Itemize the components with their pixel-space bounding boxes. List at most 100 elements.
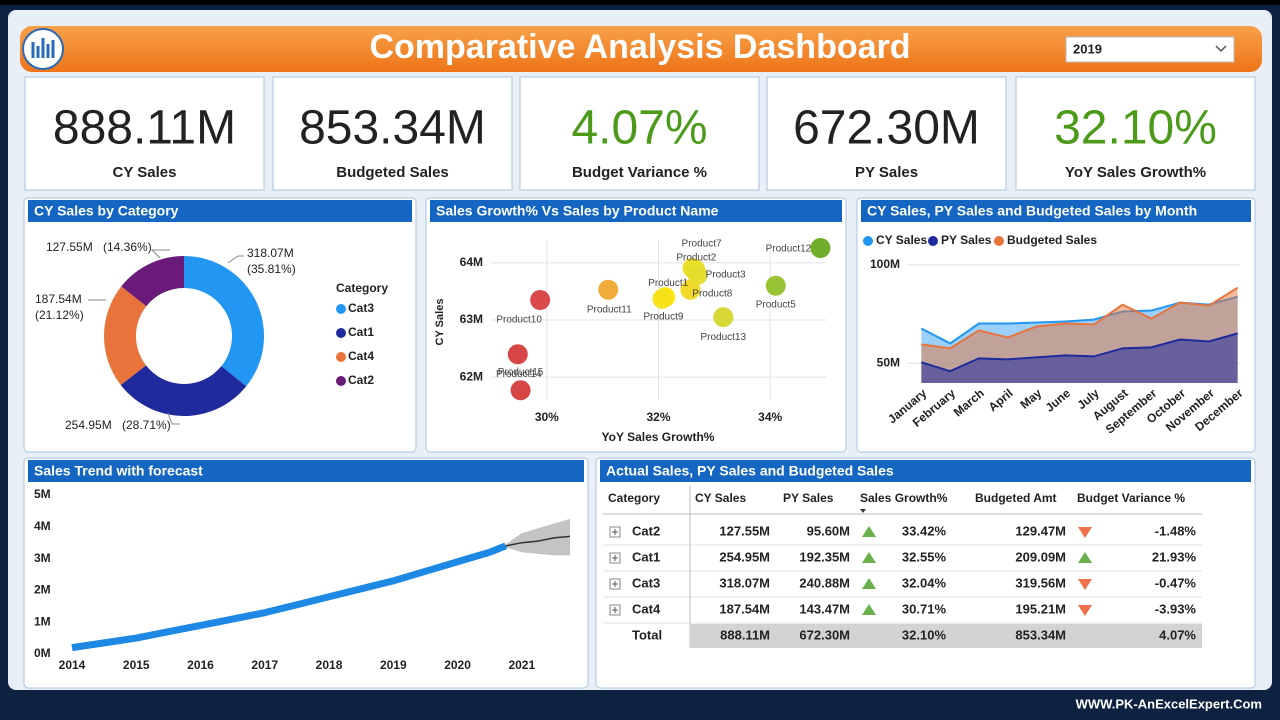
row-category: Cat2	[632, 523, 660, 538]
variance-arrow	[1078, 605, 1092, 616]
point-label: Product1	[648, 278, 688, 289]
data-label-percent: (28.71%)	[122, 418, 171, 432]
y-tick-label: 50M	[877, 355, 900, 369]
legend-label: Cat2	[348, 373, 374, 387]
cell-value: 129.47M	[1015, 523, 1066, 538]
y-tick-label: 4M	[34, 519, 51, 533]
point-label: Product14	[496, 369, 542, 380]
cell-value: -1.48%	[1155, 523, 1197, 538]
panel-title-bar	[861, 200, 1251, 222]
growth-arrow	[862, 604, 876, 615]
x-tick-label: 2017	[251, 658, 278, 672]
x-tick-label: 2019	[380, 658, 407, 672]
kpi-value: 888.11M	[53, 102, 236, 155]
row-category: Cat3	[632, 575, 660, 590]
sort-indicator	[860, 509, 866, 513]
header-bar	[20, 26, 1262, 72]
point-label: Product2	[676, 252, 716, 263]
actual-line	[71, 542, 508, 652]
year-dropdown[interactable]	[1065, 36, 1235, 63]
scatter-point	[687, 264, 708, 285]
panel-title: Sales Growth% Vs Sales by Product Name	[436, 203, 719, 219]
legend-label: Cat4	[348, 349, 374, 363]
total-value: 888.11M	[720, 627, 770, 642]
donut-slice	[104, 286, 147, 385]
data-label-percent: (35.81%)	[247, 262, 296, 276]
scatter-point	[510, 380, 531, 401]
panel-title: CY Sales, PY Sales and Budgeted Sales by…	[867, 203, 1197, 219]
cell-value: 95.60M	[807, 523, 850, 538]
x-tick-label: 2016	[187, 658, 214, 672]
donut-slice	[121, 255, 184, 307]
row-category: Cat4	[632, 601, 661, 616]
cell-value: 240.88M	[799, 575, 850, 590]
y-tick-label: 1M	[34, 614, 51, 628]
column-header: Budgeted Amt	[975, 491, 1057, 505]
y-tick-label: 100M	[870, 257, 900, 271]
cell-value: 21.93%	[1152, 549, 1197, 564]
kpi-label: PY Sales	[855, 164, 918, 181]
variance-arrow	[1078, 579, 1092, 590]
cell-value: 127.55M	[719, 523, 770, 538]
legend-swatch	[994, 236, 1004, 246]
y-tick-label: 5M	[34, 487, 51, 501]
cell-value: 318.07M	[719, 575, 770, 590]
dropdown-chevron	[1215, 45, 1227, 53]
kpi-label: YoY Sales Growth%	[1065, 164, 1206, 181]
x-tick-label: 2021	[508, 658, 535, 672]
series-line	[921, 332, 1238, 373]
scatter-point	[713, 307, 734, 328]
legend-swatch	[336, 376, 346, 386]
kpi-card	[272, 76, 513, 191]
logo-bars	[31, 38, 55, 58]
kpi-card	[24, 76, 265, 191]
legend-label: PY Sales	[941, 233, 992, 247]
cell-value: 195.21M	[1015, 601, 1066, 616]
leader-line	[150, 249, 170, 259]
legend-swatch	[336, 328, 346, 338]
panel-title-bar	[28, 200, 412, 222]
row-category: Cat1	[632, 549, 660, 564]
expand-plus	[612, 529, 618, 535]
legend-title: Category	[336, 281, 388, 295]
column-header: PY Sales	[783, 491, 834, 505]
legend-swatch	[336, 352, 346, 362]
scatter-point	[765, 275, 786, 296]
kpi-card	[1015, 76, 1256, 191]
kpi-value: 853.34M	[299, 102, 486, 155]
expand-plus	[612, 581, 618, 587]
y-axis-title: CY Sales	[434, 299, 446, 346]
x-axis-title: YoY Sales Growth%	[602, 430, 715, 444]
panel-title-bar	[600, 460, 1251, 482]
point-label: Product11	[587, 304, 632, 315]
y-tick-label: 3M	[34, 551, 51, 565]
panel-title-bar	[430, 200, 842, 222]
variance-arrow	[1078, 527, 1092, 538]
y-tick-label: 2M	[34, 583, 51, 597]
scatter-point	[530, 290, 551, 310]
cell-value: 32.04%	[902, 575, 947, 590]
panel-title-bar	[28, 460, 584, 482]
donut-slice	[120, 365, 247, 416]
point-label: Product7	[682, 239, 722, 250]
cell-value: 187.54M	[719, 601, 770, 616]
panel-title: Actual Sales, PY Sales and Budgeted Sale…	[606, 463, 894, 479]
kpi-value: 672.30M	[793, 102, 980, 155]
data-label-percent: (14.36%)	[103, 240, 152, 254]
point-label: Product12	[766, 244, 812, 255]
panel-title: CY Sales by Category	[34, 203, 179, 219]
data-label-percent: (21.12%)	[35, 308, 84, 322]
y-tick-label: 62M	[460, 369, 483, 383]
cell-value: 143.47M	[799, 601, 850, 616]
cell-value: 319.56M	[1015, 575, 1066, 590]
legend-label: Cat3	[348, 301, 374, 315]
kpi-label: Budgeted Sales	[336, 164, 449, 181]
cell-value: 254.95M	[719, 549, 770, 564]
kpi-card	[519, 76, 760, 191]
data-label: 254.95M	[65, 418, 112, 432]
cell-value: 30.71%	[902, 601, 947, 616]
data-label: 127.55M	[46, 240, 93, 254]
legend-label: Budgeted Sales	[1007, 233, 1097, 247]
panel	[23, 197, 417, 453]
legend-swatch	[928, 236, 938, 246]
